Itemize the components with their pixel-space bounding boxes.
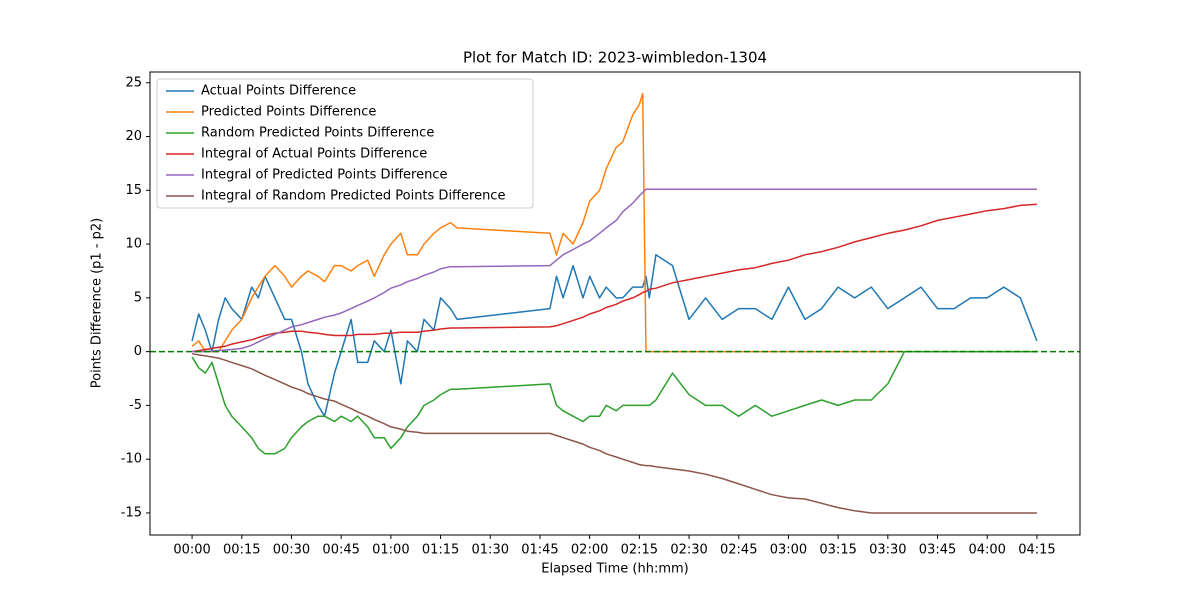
legend-label: Integral of Random Predicted Points Diff… (201, 189, 505, 204)
x-tick-label: 01:45 (521, 543, 558, 558)
x-tick-label: 02:15 (621, 543, 658, 558)
y-tick-label: 25 (125, 75, 142, 90)
x-tick-label: 03:15 (819, 543, 856, 558)
plot-frame (149, 71, 1081, 536)
x-tick-label: 02:45 (720, 543, 757, 558)
legend-label: Predicted Points Difference (201, 105, 376, 120)
y-axis-label: Points Difference (p1 - p2) (90, 218, 105, 388)
series-line (191, 254, 1038, 417)
x-tick-label: 03:30 (869, 543, 906, 558)
y-tick-label: 15 (125, 183, 142, 198)
chart-title: Plot for Match ID: 2023-wimbledon-1304 (463, 49, 767, 67)
x-tick-label: 00:00 (173, 543, 210, 558)
y-tick-label: -5 (129, 398, 142, 413)
x-axis-label: Elapsed Time (hh:mm) (541, 562, 688, 577)
x-tick-label: 01:15 (422, 543, 459, 558)
series-line (191, 353, 1037, 514)
y-tick-label: 20 (125, 129, 142, 144)
legend-label: Random Predicted Points Difference (201, 126, 434, 141)
legend-label: Integral of Predicted Points Difference (201, 168, 448, 183)
y-tick-label: 10 (125, 237, 142, 252)
y-tick-label: 0 (134, 344, 142, 359)
x-tick-label: 00:15 (223, 543, 260, 558)
x-tick-label: 02:00 (571, 543, 608, 558)
series-line (191, 350, 1037, 455)
series-line (192, 188, 1037, 353)
x-tick-label: 01:00 (372, 543, 409, 558)
y-tick-label: -10 (121, 452, 142, 467)
x-tick-label: 04:00 (968, 543, 1005, 558)
x-tick-label: 03:00 (770, 543, 807, 558)
legend-box (156, 78, 534, 209)
x-tick-label: 03:45 (919, 543, 956, 558)
y-tick-label: 5 (134, 290, 142, 305)
series-line (191, 203, 1037, 353)
x-tick-label: 00:30 (273, 543, 310, 558)
x-tick-label: 00:45 (322, 543, 359, 558)
legend-label: Integral of Actual Points Difference (201, 147, 427, 162)
x-tick-label: 02:30 (670, 543, 707, 558)
x-tick-label: 01:30 (472, 543, 509, 558)
x-tick-label: 04:15 (1018, 543, 1055, 558)
y-tick-label: -15 (121, 505, 142, 520)
legend-label: Actual Points Difference (201, 84, 356, 99)
